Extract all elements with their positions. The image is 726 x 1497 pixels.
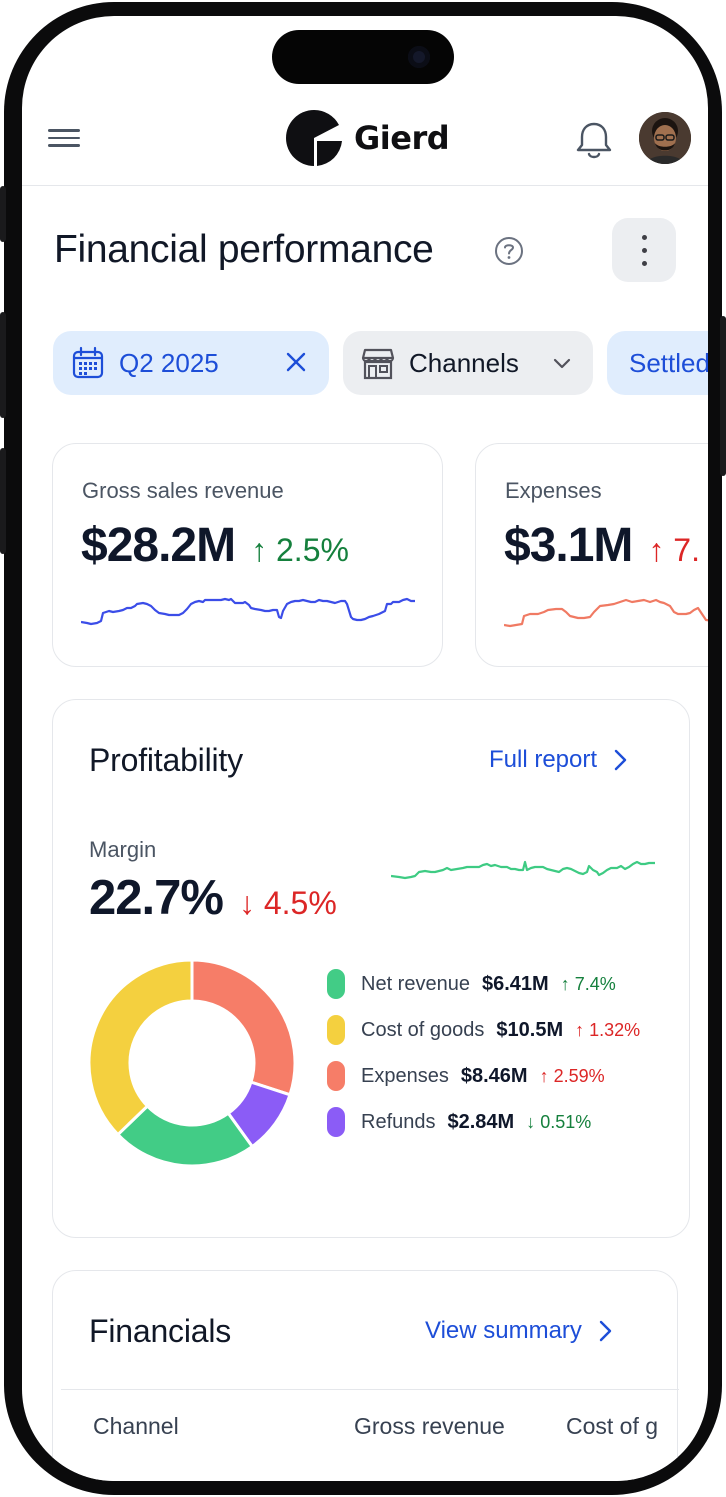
metric-value: $28.2M [81, 519, 236, 572]
view-summary-link[interactable]: View summary [425, 1317, 614, 1345]
settled-filter-label: Settled [629, 347, 708, 378]
legend-change: ↑ 2.59% [539, 1065, 605, 1086]
page-title: Financial performance [54, 228, 434, 271]
brand-logo[interactable]: Gierd [284, 108, 450, 168]
volume-up-button [0, 312, 6, 418]
legend-item: Refunds $2.84M ↓ 0.51% [327, 1099, 640, 1145]
full-report-link[interactable]: Full report [489, 746, 629, 774]
metric-value: $3.1M [504, 519, 633, 572]
more-dot [642, 248, 647, 253]
profitability-legend: Net revenue $6.41M ↑ 7.4% Cost of goods … [327, 961, 640, 1145]
storefront-icon [361, 348, 395, 380]
camera [408, 46, 430, 68]
legend-swatch [327, 969, 345, 999]
view-summary-label: View summary [425, 1317, 582, 1344]
metric-change: ↑ 2.5% [251, 532, 349, 568]
legend-item: Net revenue $6.41M ↑ 7.4% [327, 961, 640, 1007]
legend-swatch [327, 1061, 345, 1091]
app-header: Gierd [22, 100, 708, 186]
legend-name: Refunds [361, 1110, 436, 1133]
legend-value: $8.46M [460, 1064, 528, 1087]
margin-change: ↓ 4.5% [238, 885, 337, 921]
legend-value: $6.41M [481, 972, 549, 995]
chevron-right-icon [614, 749, 627, 771]
legend-value: $10.5M [496, 1018, 564, 1041]
expenses-sparkline [504, 598, 708, 628]
legend-name: Net revenue [361, 972, 470, 995]
profitability-title: Profitability [89, 742, 243, 778]
chevron-down-icon [553, 358, 571, 369]
column-header-channel[interactable]: Channel [93, 1413, 179, 1439]
legend-value: $2.84M [447, 1110, 515, 1133]
metric-label: Expenses [505, 478, 602, 503]
legend-change: ↑ 7.4% [560, 973, 616, 994]
metric-change: ↑ 7. [648, 532, 700, 568]
profitability-donut-chart [87, 958, 297, 1168]
dynamic-island [272, 30, 454, 84]
legend-item: Expenses $8.46M ↑ 2.59% [327, 1053, 640, 1099]
legend-name: Expenses [361, 1064, 449, 1087]
date-filter-label: Q2 2025 [119, 347, 219, 378]
logo-mark-icon [286, 109, 342, 166]
channels-filter-label: Channels [409, 347, 519, 378]
gross-sales-sparkline [81, 597, 415, 626]
margin-label: Margin [89, 837, 157, 862]
more-dot [642, 235, 647, 240]
legend-name: Cost of goods [361, 1018, 485, 1041]
table-divider [61, 1389, 679, 1390]
financials-card: Financials View summary Channel Gross re… [52, 1270, 679, 1481]
financials-title: Financials [89, 1313, 232, 1349]
menu-icon-bar [48, 136, 80, 139]
metric-label: Gross sales revenue [82, 478, 284, 503]
settled-filter-chip[interactable]: Settled [607, 331, 708, 395]
column-header-gross-revenue[interactable]: Gross revenue [354, 1413, 505, 1439]
volume-down-button [0, 448, 6, 554]
help-icon[interactable] [493, 235, 525, 267]
legend-item: Cost of goods $10.5M ↑ 1.32% [327, 1007, 640, 1053]
donut-slice-expenses [190, 958, 297, 1097]
gross-sales-card[interactable]: Gross sales revenue $28.2M ↑ 2.5% [52, 443, 443, 667]
bell-icon[interactable] [574, 118, 614, 162]
menu-button[interactable] [46, 124, 82, 154]
screen: Gierd Financial performance [22, 16, 708, 1481]
margin-value: 22.7% [89, 871, 224, 925]
legend-swatch [327, 1107, 345, 1137]
avatar[interactable] [639, 112, 691, 164]
column-header-cost-of-goods[interactable]: Cost of g [566, 1413, 659, 1439]
close-icon[interactable] [283, 349, 309, 375]
legend-change: ↓ 0.51% [526, 1111, 592, 1132]
chevron-right-icon [599, 1320, 612, 1342]
more-options-button[interactable] [612, 218, 676, 282]
legend-swatch [327, 1015, 345, 1045]
channels-filter-chip[interactable]: Channels [343, 331, 593, 395]
calendar-icon [72, 346, 104, 379]
side-button [0, 186, 6, 242]
expenses-card[interactable]: Expenses $3.1M ↑ 7. [475, 443, 708, 667]
more-dot [642, 261, 647, 266]
menu-icon-bar [48, 129, 80, 132]
avatar-image [639, 112, 691, 164]
donut-slice-cost-of-goods [87, 958, 194, 1137]
date-filter-chip[interactable]: Q2 2025 [53, 331, 329, 395]
margin-sparkline [391, 860, 655, 880]
power-button [720, 316, 726, 476]
full-report-label: Full report [489, 746, 598, 773]
menu-icon-bar [48, 144, 80, 147]
legend-change: ↑ 1.32% [575, 1019, 641, 1040]
brand-name: Gierd [354, 119, 450, 157]
profitability-card: Profitability Full report Margin 22.7% ↓… [52, 699, 690, 1238]
